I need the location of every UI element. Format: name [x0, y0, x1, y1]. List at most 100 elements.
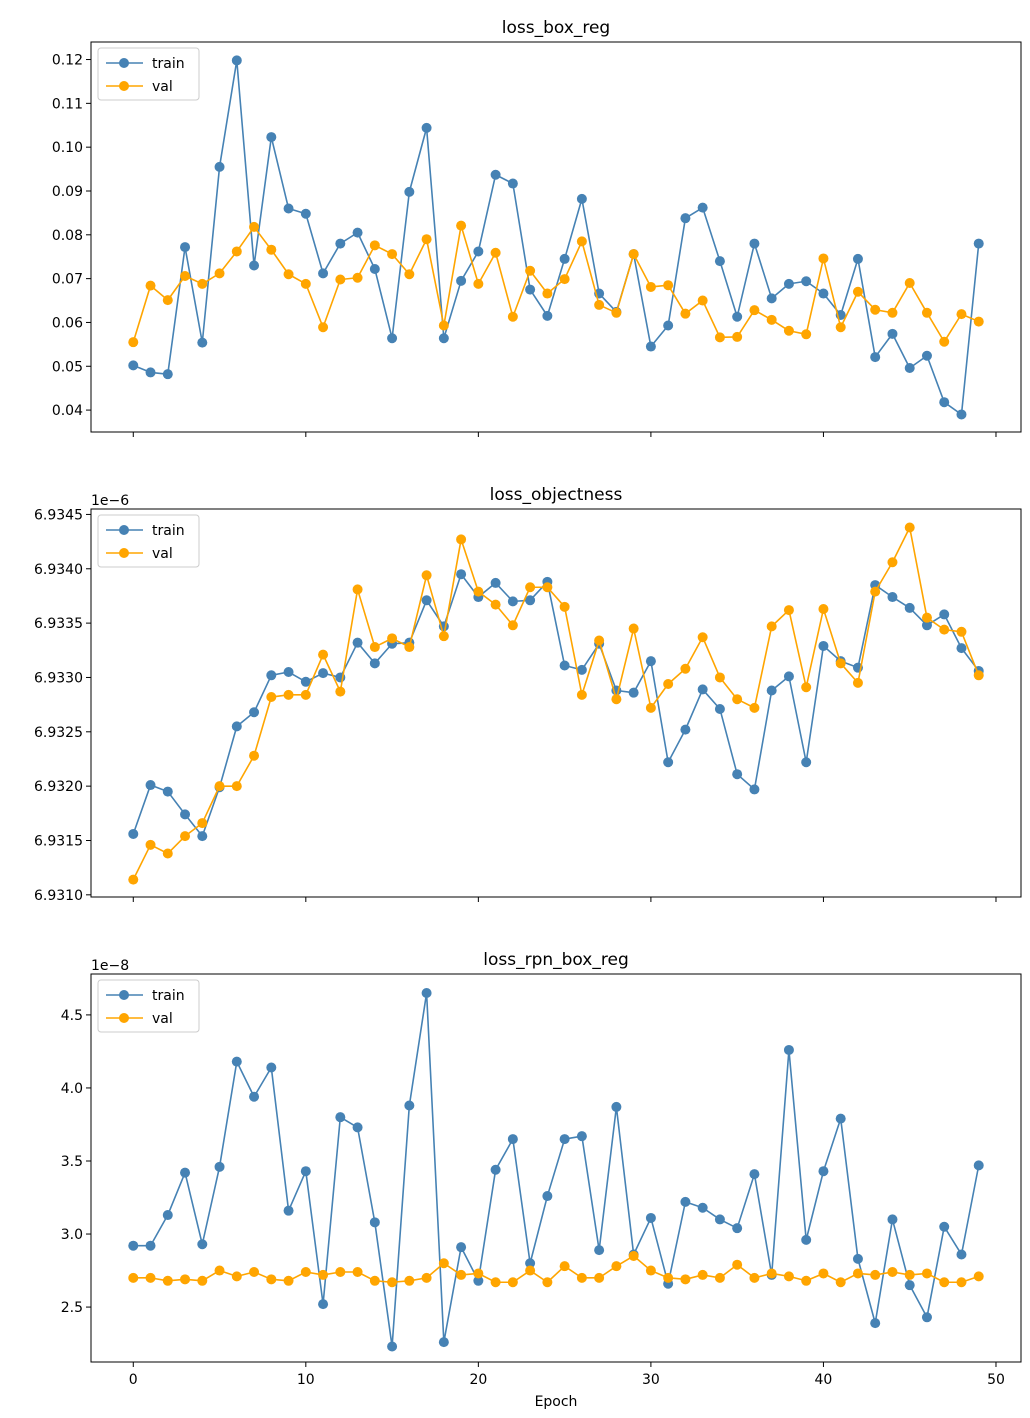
x-tick-label: 20	[469, 1372, 487, 1388]
data-point-train	[162, 786, 173, 797]
y-tick-label: 6.9325	[34, 725, 83, 741]
x-axis-label: Epoch	[535, 1394, 578, 1410]
data-point-val	[231, 1271, 242, 1282]
series-line-train	[133, 992, 980, 1348]
legend: train val	[97, 979, 200, 1033]
subplot-3: loss_rpn_box_reg 1e−8 2.5 3.0 3.5 4.0 4.5 0 10 20…	[61, 950, 1022, 1410]
data-point-val	[318, 1269, 329, 1280]
y-tick-label: 6.9320	[34, 779, 83, 795]
data-point-val	[525, 1265, 536, 1276]
data-point-train	[162, 1210, 173, 1221]
data-point-train	[369, 1217, 380, 1228]
data-point-val	[352, 584, 363, 595]
data-point-train	[663, 320, 674, 331]
data-point-train	[697, 202, 708, 213]
data-point-val	[904, 278, 915, 289]
data-point-train	[369, 263, 380, 274]
data-point-train	[456, 1242, 467, 1253]
data-point-val	[335, 1267, 346, 1278]
data-point-train	[559, 1134, 570, 1145]
data-point-val	[818, 253, 829, 264]
plot-title: loss_objectness	[490, 485, 623, 505]
data-point-val	[852, 677, 863, 688]
data-point-val	[921, 612, 932, 623]
data-point-train	[300, 676, 311, 687]
data-point-val	[921, 307, 932, 318]
data-point-train	[300, 208, 311, 219]
data-point-train	[801, 1234, 812, 1245]
data-point-val	[490, 247, 501, 258]
data-point-val	[663, 280, 674, 291]
data-point-val	[766, 314, 777, 325]
data-point-val	[300, 689, 311, 700]
data-point-val	[732, 331, 743, 342]
data-point-train	[180, 809, 191, 820]
data-point-val	[680, 308, 691, 319]
data-point-val	[887, 307, 898, 318]
data-point-val	[145, 280, 156, 291]
data-point-train	[335, 1112, 346, 1123]
legend: train val	[97, 47, 200, 101]
axes-frame	[90, 508, 1022, 898]
data-point-train	[852, 1253, 863, 1264]
data-point-val	[318, 649, 329, 660]
axis-offset-text: 1e−8	[91, 958, 129, 974]
data-point-train	[852, 253, 863, 264]
legend-marker-train	[119, 58, 129, 68]
data-point-train	[904, 363, 915, 374]
data-point-train	[939, 1221, 950, 1232]
series-line-train	[132, 573, 980, 837]
data-point-val	[214, 781, 225, 792]
data-point-val	[939, 336, 950, 347]
data-point-train	[145, 1240, 156, 1251]
data-point-train	[197, 337, 208, 348]
x-tick-label: 50	[987, 1372, 1005, 1388]
series-val	[128, 522, 984, 885]
data-point-train	[352, 1122, 363, 1133]
data-point-train	[231, 721, 242, 732]
legend-label-train: train	[152, 523, 185, 539]
data-point-train	[507, 178, 518, 189]
data-point-val	[956, 309, 967, 320]
data-point-val	[956, 626, 967, 637]
data-point-val	[249, 1267, 260, 1278]
legend-label-train: train	[152, 56, 185, 72]
data-point-val	[680, 663, 691, 674]
y-tick-label: 0.10	[52, 140, 83, 156]
legend-marker-train	[119, 525, 129, 535]
data-point-train	[197, 1239, 208, 1250]
y-tick-label: 0.12	[52, 53, 83, 69]
data-point-val	[438, 631, 449, 642]
data-point-val	[611, 307, 622, 318]
y-tick-label: 0.11	[52, 96, 83, 112]
data-point-val	[404, 269, 415, 280]
data-point-train	[783, 1044, 794, 1055]
data-point-val	[594, 635, 605, 646]
data-point-train	[645, 1212, 656, 1223]
data-point-val	[576, 236, 587, 247]
data-point-val	[542, 288, 553, 299]
data-point-train	[490, 577, 501, 588]
y-tick-label: 3.0	[61, 1227, 83, 1243]
data-point-train	[542, 1191, 553, 1202]
y-tick-label: 0.05	[52, 359, 83, 375]
data-point-train	[214, 1161, 225, 1172]
data-point-train	[162, 369, 173, 380]
data-point-train	[249, 707, 260, 718]
data-point-val	[180, 1274, 191, 1285]
data-point-val	[421, 234, 432, 245]
data-point-val	[818, 1268, 829, 1279]
data-point-train	[921, 350, 932, 361]
data-point-train	[835, 1113, 846, 1124]
data-point-val	[438, 1258, 449, 1269]
data-point-train	[542, 310, 553, 321]
legend: train val	[97, 514, 200, 568]
data-point-train	[283, 667, 294, 678]
data-point-val	[352, 1267, 363, 1278]
data-point-train	[283, 1205, 294, 1216]
data-point-val	[249, 750, 260, 761]
y-tick-label: 0.08	[52, 228, 83, 244]
axes-frame	[90, 973, 1022, 1363]
data-point-val	[559, 1261, 570, 1272]
data-point-val	[732, 1259, 743, 1270]
